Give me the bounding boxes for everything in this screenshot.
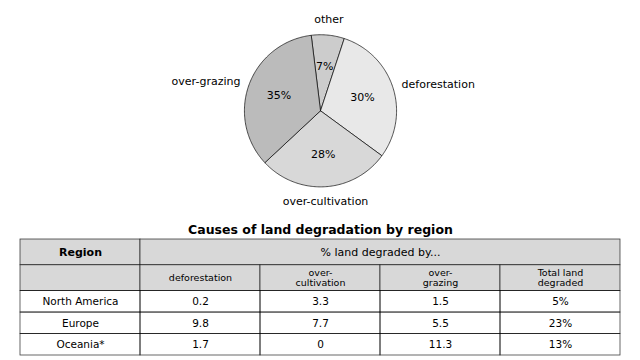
svg-text:deforestation: deforestation [169, 272, 232, 283]
svg-text:Region: Region [59, 246, 102, 259]
svg-text:35%: 35% [267, 89, 291, 102]
svg-text:Oceania*: Oceania* [56, 338, 104, 350]
svg-text:over-grazing: over-grazing [172, 75, 241, 88]
svg-text:over-cultivation: over-cultivation [283, 195, 369, 208]
svg-text:1.7: 1.7 [192, 338, 209, 350]
svg-text:1.5: 1.5 [432, 295, 449, 307]
svg-text:23%: 23% [549, 317, 572, 329]
svg-text:13%: 13% [549, 338, 572, 350]
svg-text:Causes of land degradation by: Causes of land degradation by region [188, 222, 453, 237]
svg-text:11.3: 11.3 [429, 338, 452, 350]
svg-text:5%: 5% [552, 295, 569, 307]
svg-text:Total landdegraded: Total landdegraded [537, 267, 584, 288]
svg-text:0: 0 [317, 338, 324, 350]
svg-text:5.5: 5.5 [432, 317, 449, 329]
svg-text:other: other [314, 13, 344, 26]
svg-text:7.7: 7.7 [312, 317, 329, 329]
svg-text:over-grazing: over-grazing [423, 267, 458, 288]
svg-text:9.8: 9.8 [192, 317, 209, 329]
svg-text:deforestation: deforestation [402, 78, 475, 91]
svg-text:28%: 28% [311, 148, 335, 161]
svg-text:% land degraded by...: % land degraded by... [321, 246, 441, 259]
svg-text:3.3: 3.3 [312, 295, 329, 307]
svg-text:Europe: Europe [62, 317, 99, 329]
svg-text:0.2: 0.2 [192, 295, 209, 307]
svg-text:30%: 30% [350, 91, 374, 104]
svg-text:7%: 7% [316, 60, 333, 73]
svg-text:over-cultivation: over-cultivation [296, 267, 346, 288]
svg-text:North America: North America [42, 295, 118, 307]
